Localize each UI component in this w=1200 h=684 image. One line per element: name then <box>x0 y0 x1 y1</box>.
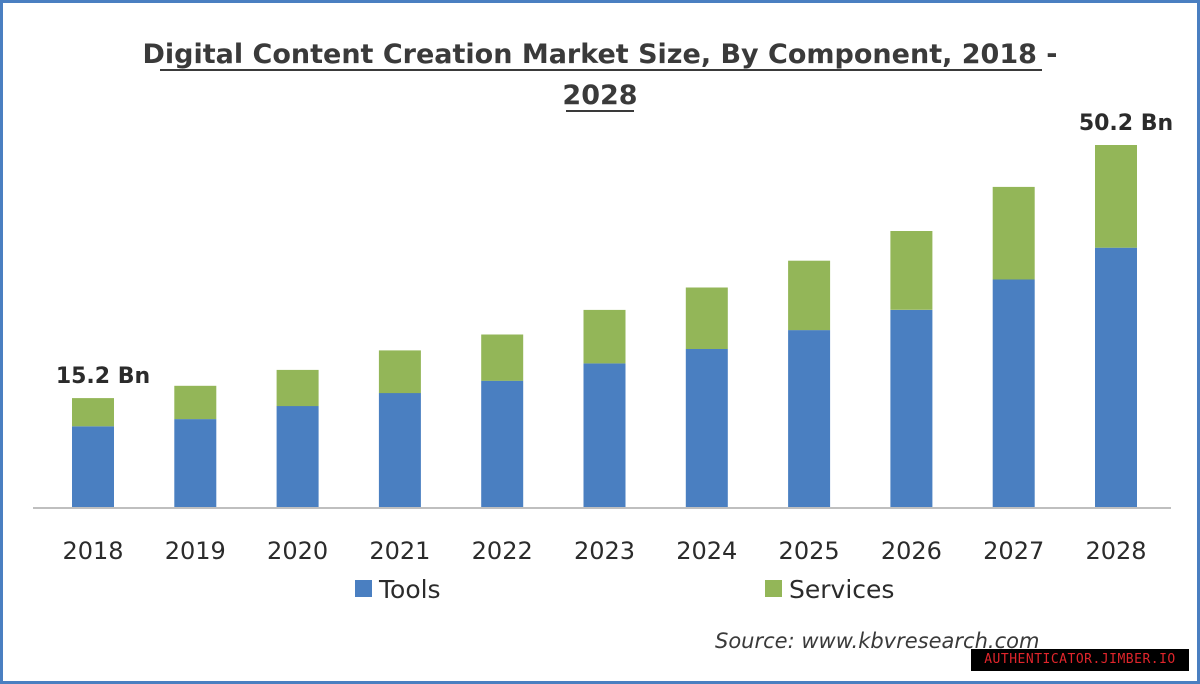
bar-services-2021 <box>378 350 421 394</box>
x-tick-labels: 2018 2019 2020 2021 2022 2023 2024 2025 2026 2027… <box>62 537 1146 565</box>
bar-tools-2024 <box>685 348 728 508</box>
legend-label-services: Services <box>789 575 894 604</box>
bar-services-2020 <box>276 369 319 407</box>
x-tick-label-2026: 2026 <box>881 537 942 565</box>
x-tick-label-2018: 2018 <box>62 537 123 565</box>
chart-svg: Digital Content Creation Market Size, By… <box>33 39 1173 653</box>
bar-services-2022 <box>481 334 524 381</box>
chart-title-line1: Digital Content Creation Market Size, By… <box>142 39 1057 70</box>
x-tick-label-2024: 2024 <box>676 537 737 565</box>
bar-services-2028 <box>1095 145 1137 248</box>
x-tick-label-2023: 2023 <box>574 537 635 565</box>
bar-tools-2026 <box>890 309 933 508</box>
legend: Tools Services <box>355 575 894 604</box>
bar-tools-2028 <box>1095 247 1137 508</box>
total-label-2018: 15.2 Bn <box>56 364 150 389</box>
x-tick-label-2027: 2027 <box>983 537 1044 565</box>
bar-services-2018 <box>72 398 114 427</box>
bar-tools-2022 <box>481 380 524 508</box>
bar-tools-2018 <box>72 426 114 508</box>
bar-tools-2023 <box>583 363 626 508</box>
bars-group <box>72 145 1137 508</box>
bar-tools-2020 <box>276 406 319 508</box>
bar-tools-2019 <box>174 419 217 508</box>
legend-label-tools: Tools <box>378 575 441 604</box>
x-tick-label-2028: 2028 <box>1085 537 1146 565</box>
bar-services-2023 <box>583 309 626 364</box>
bar-services-2019 <box>174 385 217 420</box>
bar-annotations: 15.2 Bn 50.2 Bn <box>56 111 1173 389</box>
bar-services-2027 <box>992 186 1035 280</box>
chart-title-line2: 2028 <box>562 80 637 111</box>
bar-services-2025 <box>788 260 831 331</box>
legend-swatch-tools <box>355 580 372 597</box>
total-label-2028: 50.2 Bn <box>1079 111 1173 136</box>
bar-tools-2025 <box>788 330 831 508</box>
x-tick-label-2021: 2021 <box>369 537 430 565</box>
watermark-badge: AUTHENTICATOR.JIMBER.IO <box>971 649 1189 671</box>
bar-services-2024 <box>685 287 728 349</box>
bar-services-2026 <box>890 231 933 310</box>
bar-tools-2021 <box>378 393 421 508</box>
x-tick-label-2025: 2025 <box>779 537 840 565</box>
bar-tools-2027 <box>992 279 1035 508</box>
x-tick-label-2020: 2020 <box>267 537 328 565</box>
legend-swatch-services <box>765 580 782 597</box>
x-tick-label-2022: 2022 <box>472 537 533 565</box>
x-tick-label-2019: 2019 <box>165 537 226 565</box>
